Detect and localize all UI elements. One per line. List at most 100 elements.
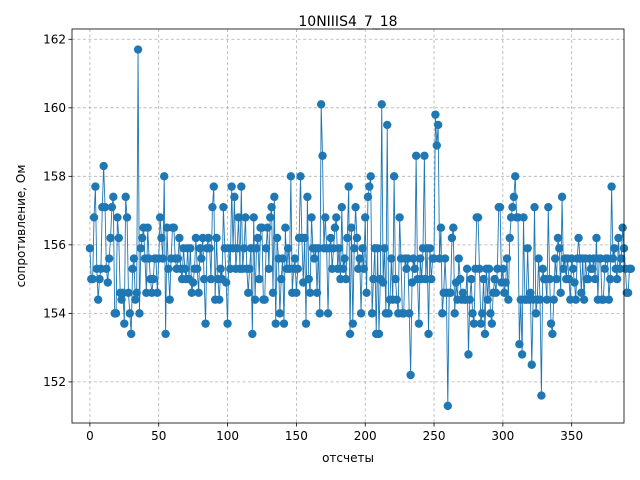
data-point: [188, 278, 198, 287]
data-point: [215, 295, 224, 304]
data-point: [590, 274, 600, 284]
series-line: [89, 49, 631, 406]
data-point: [568, 264, 578, 274]
data-point: [519, 213, 528, 222]
x-tick-label: 300: [491, 429, 514, 443]
data-point: [149, 274, 158, 284]
data-point: [608, 254, 618, 263]
data-point: [263, 223, 272, 232]
data-point: [544, 202, 553, 212]
data-point: [588, 264, 597, 274]
series-group: [85, 45, 636, 411]
y-tick-label: 160: [43, 101, 66, 115]
x-axis-label: отсчеты: [322, 451, 374, 465]
data-point: [473, 213, 483, 222]
data-point: [93, 295, 103, 304]
y-tick-label: 154: [43, 306, 66, 320]
data-point: [387, 254, 396, 263]
data-point: [158, 254, 168, 263]
data-point: [260, 295, 269, 304]
data-point: [301, 319, 311, 328]
y-tick-label: 152: [43, 375, 66, 389]
chart-title: 10NIIIS4_7_18: [298, 14, 397, 30]
data-point: [271, 319, 280, 328]
data-point: [377, 100, 386, 109]
data-point: [527, 360, 536, 369]
data-point: [476, 319, 486, 328]
data-point: [91, 182, 100, 191]
data-point: [475, 264, 484, 274]
data-point: [537, 391, 546, 400]
data-point: [315, 309, 324, 318]
data-point: [384, 309, 393, 318]
data-point: [249, 213, 258, 222]
data-point: [402, 264, 411, 274]
data-point: [606, 274, 615, 284]
data-point: [369, 274, 378, 284]
data-point: [464, 350, 473, 359]
data-point: [366, 172, 375, 181]
data-point: [194, 288, 203, 298]
y-tick-label: 162: [43, 32, 66, 46]
data-point: [509, 192, 519, 202]
data-point: [100, 202, 110, 212]
data-point: [548, 329, 557, 339]
grid-lines: [72, 29, 624, 423]
data-point: [212, 233, 221, 243]
data-point: [367, 309, 377, 318]
data-point: [427, 274, 436, 284]
data-point: [132, 288, 141, 298]
data-point: [383, 120, 392, 130]
data-point: [454, 254, 464, 263]
data-point: [187, 288, 196, 298]
data-point: [501, 278, 510, 287]
data-point: [197, 254, 206, 263]
data-point: [129, 254, 139, 263]
data-point: [411, 151, 421, 160]
data-point: [180, 264, 190, 274]
data-point: [244, 288, 253, 298]
data-point: [241, 213, 250, 222]
data-point: [330, 223, 340, 232]
data-point: [355, 254, 364, 263]
data-point: [358, 244, 367, 253]
data-point: [508, 202, 517, 212]
data-point: [549, 295, 558, 304]
data-point: [438, 309, 447, 318]
data-point: [281, 223, 290, 232]
data-point: [316, 100, 326, 109]
data-point: [326, 233, 335, 243]
data-point: [191, 233, 201, 243]
data-point: [351, 202, 360, 212]
data-point: [121, 192, 130, 202]
data-point: [106, 233, 115, 243]
data-point: [584, 274, 593, 284]
data-point: [292, 288, 301, 298]
x-tick-label: 150: [285, 429, 308, 443]
data-point: [610, 244, 619, 253]
data-point: [424, 329, 433, 339]
data-point: [409, 254, 418, 263]
data-point: [219, 202, 228, 212]
data-point: [268, 288, 278, 298]
data-point: [626, 264, 636, 274]
data-point: [555, 244, 564, 253]
data-point: [312, 288, 322, 298]
data-point: [550, 254, 560, 263]
data-point: [332, 213, 341, 222]
data-point: [490, 274, 499, 284]
data-point: [486, 309, 495, 318]
data-point: [161, 329, 170, 339]
data-point: [380, 244, 389, 253]
data-point: [227, 182, 236, 191]
y-tick-label: 158: [43, 169, 66, 183]
data-point: [559, 264, 568, 274]
data-point: [592, 233, 601, 243]
data-point: [349, 244, 359, 253]
data-point: [479, 274, 488, 284]
data-point: [85, 244, 95, 253]
data-point: [261, 244, 271, 253]
data-point: [107, 202, 117, 212]
data-point: [343, 233, 352, 243]
data-point: [124, 288, 133, 298]
